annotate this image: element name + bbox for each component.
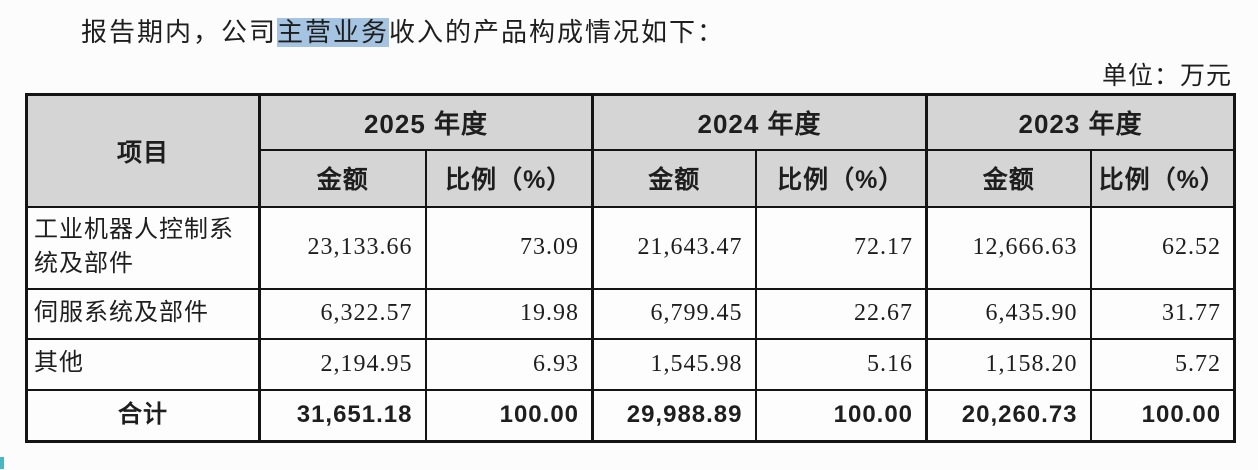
cell-2024-amount: 21,643.47: [591, 205, 757, 290]
intro-text-before: 报告期内，公司: [81, 18, 278, 47]
cell-2023-amount: 6,435.90: [925, 287, 1092, 340]
highlighted-term: 主营业务: [277, 18, 390, 47]
table-row: 伺服系统及部件 6,322.57 19.98 6,799.45 22.67 6,…: [25, 287, 1236, 340]
row-item-label: 工业机器人控制系统及部件: [25, 205, 261, 290]
cell-2025-amount: 23,133.66: [258, 205, 427, 290]
column-header-item: 项目: [25, 93, 261, 208]
subheader-amount-2024: 金额: [591, 148, 757, 208]
column-header-year-2023: 2023 年度: [925, 93, 1236, 151]
subheader-ratio-2024: 比例（%）: [754, 148, 928, 208]
table-row: 其他 2,194.95 6.93 1,545.98 5.16 1,158.20 …: [25, 337, 1236, 391]
cell-2023-amount: 12,666.63: [925, 205, 1092, 290]
cell-2025-ratio: 100.00: [424, 388, 594, 443]
cell-2025-ratio: 73.09: [424, 205, 594, 290]
intro-text-after: 收入的产品构成情况如下：: [389, 18, 726, 47]
row-item-label: 合计: [25, 388, 261, 443]
cell-2023-amount: 20,260.73: [925, 388, 1092, 443]
cell-2023-ratio: 62.52: [1089, 205, 1236, 290]
cell-2023-ratio: 5.72: [1089, 337, 1236, 391]
column-header-year-2025: 2025 年度: [257, 93, 594, 151]
table-row: 工业机器人控制系统及部件 23,133.66 73.09 21,643.47 7…: [25, 205, 1236, 290]
cell-2025-ratio: 6.93: [424, 337, 594, 391]
cell-2024-amount: 29,988.89: [591, 388, 757, 443]
cell-2024-ratio: 22.67: [754, 287, 928, 340]
cell-2023-amount: 1,158.20: [925, 337, 1092, 391]
cell-2025-amount: 6,322.57: [258, 287, 427, 340]
cell-2024-ratio: 5.16: [754, 337, 928, 391]
revenue-composition-table: 项目 2025 年度 2024 年度 2023 年度 金额 比例（%） 金额 比…: [25, 93, 1237, 443]
cell-2023-ratio: 100.00: [1089, 388, 1236, 443]
cell-2023-ratio: 31.77: [1089, 287, 1236, 340]
scan-artifact-mark: [0, 457, 4, 469]
column-header-year-2024: 2024 年度: [591, 93, 928, 151]
cell-2025-ratio: 19.98: [424, 287, 594, 340]
subheader-ratio-2025: 比例（%）: [424, 148, 594, 208]
cell-2024-amount: 6,799.45: [591, 287, 757, 340]
row-item-label: 伺服系统及部件: [25, 287, 261, 340]
subheader-amount-2023: 金额: [925, 148, 1092, 208]
cell-2024-amount: 1,545.98: [591, 337, 757, 391]
intro-paragraph: 报告期内，公司主营业务收入的产品构成情况如下：: [81, 12, 725, 49]
subheader-ratio-2023: 比例（%）: [1089, 148, 1236, 208]
cell-2024-ratio: 100.00: [754, 388, 928, 443]
row-item-label: 其他: [25, 337, 261, 391]
cell-2025-amount: 2,194.95: [258, 337, 427, 391]
table-row-total: 合计 31,651.18 100.00 29,988.89 100.00 20,…: [25, 388, 1236, 443]
cell-2025-amount: 31,651.18: [258, 388, 427, 443]
subheader-amount-2025: 金额: [258, 148, 427, 208]
unit-label: 单位：万元: [1101, 63, 1232, 90]
cell-2024-ratio: 72.17: [754, 205, 928, 290]
